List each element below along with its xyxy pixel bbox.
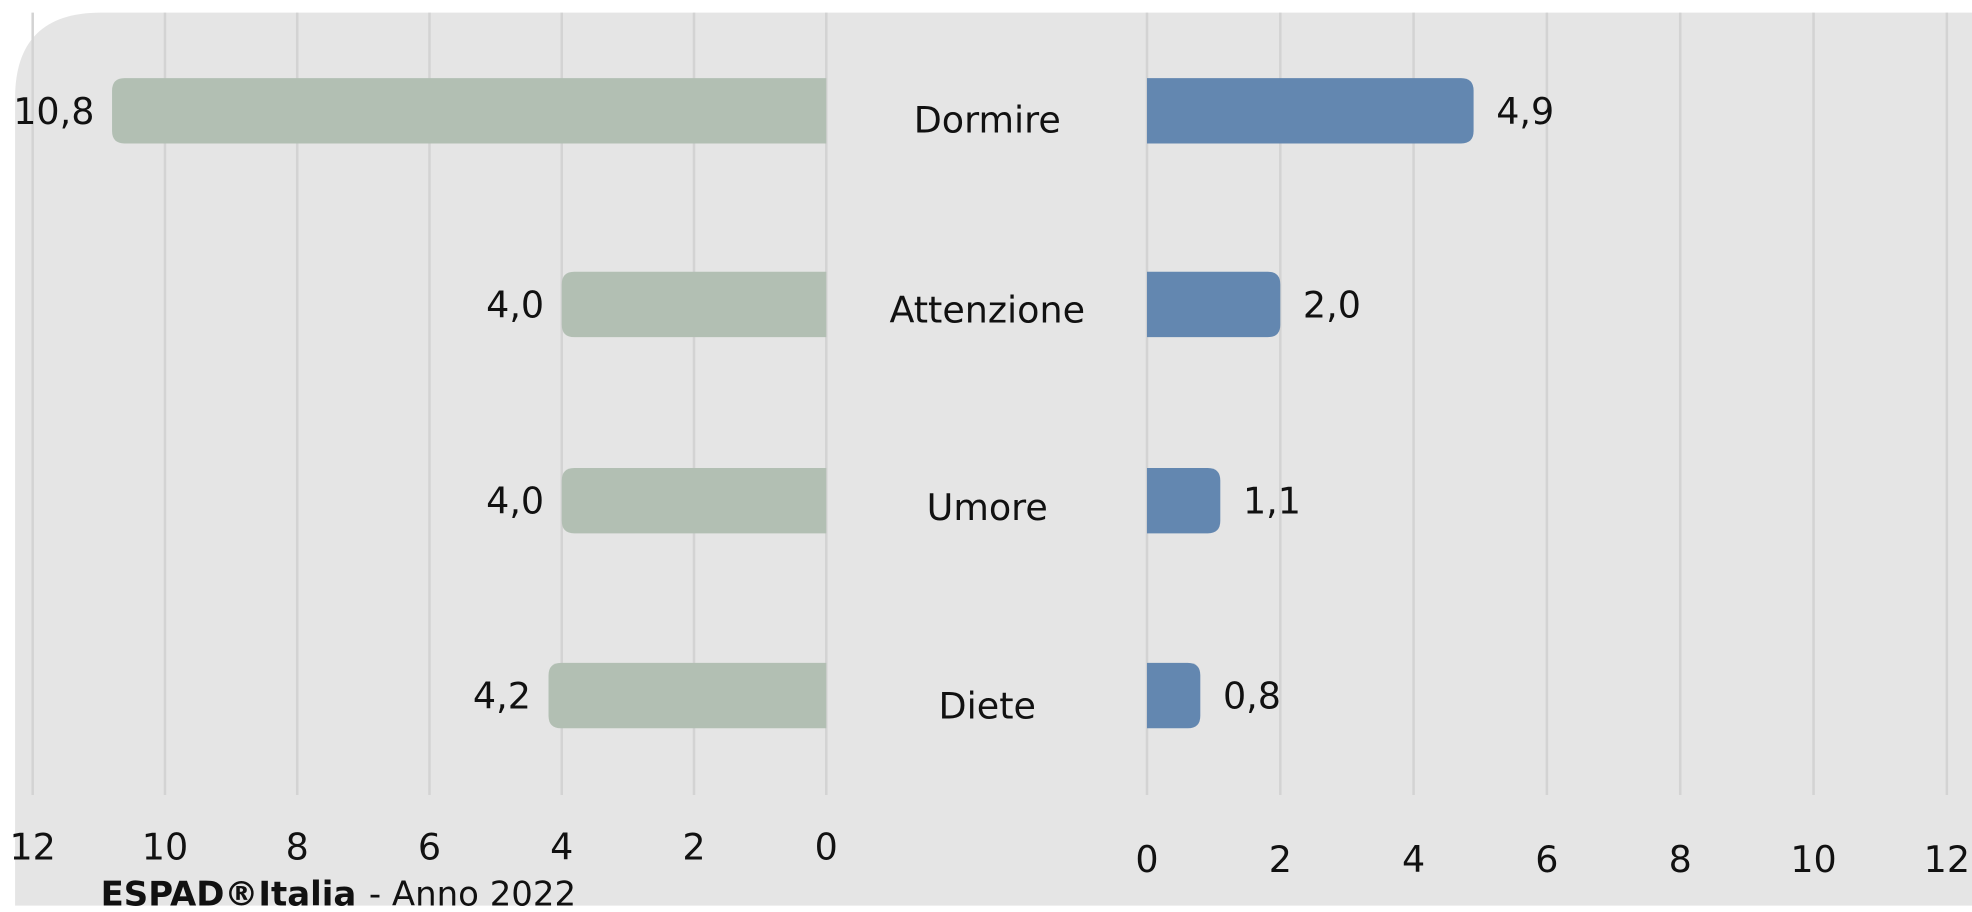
bar	[561, 271, 827, 338]
value-label: 4,2	[473, 675, 531, 718]
value-label: 1,1	[1243, 480, 1301, 523]
x-tick-label-left: 2	[682, 826, 705, 869]
x-tick-label-right: 2	[1269, 838, 1292, 881]
bar	[1146, 271, 1281, 338]
category-label: Diete	[939, 685, 1036, 728]
panel	[15, 12, 1972, 906]
bar	[548, 662, 827, 729]
value-label: 2,0	[1303, 283, 1361, 326]
source: ESPAD®Italia - Anno 2022	[101, 874, 576, 912]
x-tick-label-right: 12	[1924, 838, 1970, 881]
x-tick-label-left: 0	[815, 826, 838, 869]
bar	[1146, 78, 1474, 144]
x-tick-label-right: 8	[1669, 838, 1692, 881]
bar	[1146, 467, 1221, 534]
source-bold: ESPAD®Italia	[101, 874, 357, 912]
value-label: 4,0	[486, 480, 544, 523]
x-tick-label-left: 10	[142, 826, 188, 869]
x-tick-label-left: 4	[550, 826, 573, 869]
plot: 0 0 2 2 4 4 6 6 8 8 10 10 12 12 Dormire Attenzione Umore…	[9, 12, 1970, 881]
bar	[112, 78, 827, 144]
x-tick-label-right: 10	[1790, 838, 1836, 881]
value-label: 0,8	[1223, 675, 1281, 718]
source-text: - Anno 2022	[369, 874, 576, 912]
x-tick-label-right: 6	[1535, 838, 1558, 881]
category-label: Dormire	[914, 99, 1061, 142]
x-tick-label-left: 12	[9, 826, 55, 869]
x-tick-label-left: 8	[286, 826, 309, 869]
category-label: Attenzione	[889, 288, 1085, 331]
value-label: 4,9	[1496, 90, 1554, 133]
x-tick-label-right: 4	[1402, 838, 1425, 881]
x-tick-label-right: 0	[1135, 838, 1158, 881]
bar	[1146, 662, 1201, 729]
x-tick-label-left: 6	[418, 826, 441, 869]
category-label: Umore	[927, 486, 1048, 529]
bar	[561, 467, 827, 534]
value-label: 10,8	[13, 90, 94, 133]
value-label: 4,0	[486, 283, 544, 326]
